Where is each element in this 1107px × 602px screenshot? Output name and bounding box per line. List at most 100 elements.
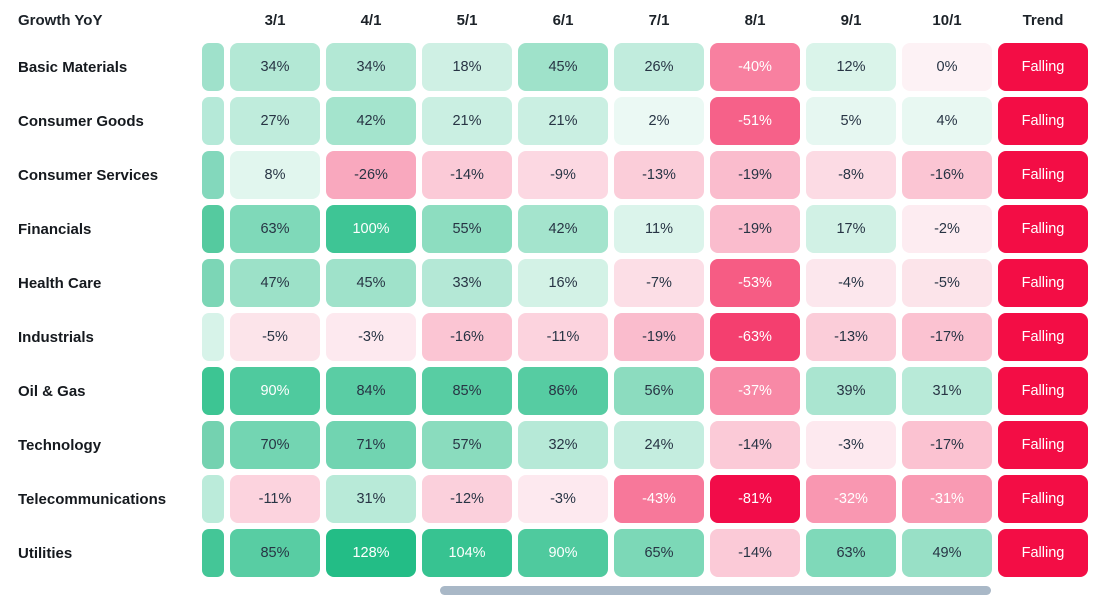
column-header: 4/1 [360,12,382,29]
heatmap-cell[interactable]: 90% [518,529,608,577]
column-header: 3/1 [264,12,286,29]
heatmap-cell[interactable]: 8% [230,151,320,199]
heatmap-cell[interactable]: 47% [230,259,320,307]
heatmap-cell[interactable]: -19% [614,313,704,361]
heatmap-cell[interactable]: 86% [518,367,608,415]
edge-cell[interactable] [202,259,224,307]
heatmap-cell[interactable]: -17% [902,421,992,469]
heatmap-cell[interactable]: 5% [806,97,896,145]
heatmap-cell[interactable]: 27% [230,97,320,145]
trend-badge: Falling [998,475,1088,523]
heatmap-cell[interactable]: -32% [806,475,896,523]
heatmap-cell[interactable]: 34% [326,43,416,91]
row-label: Technology [18,436,102,454]
heatmap-cell[interactable]: -3% [518,475,608,523]
heatmap-cell[interactable]: 56% [614,367,704,415]
heatmap-cell[interactable]: -13% [806,313,896,361]
heatmap-cell[interactable]: -63% [710,313,800,361]
heatmap-cell[interactable]: -81% [710,475,800,523]
heatmap-cell[interactable]: 42% [518,205,608,253]
heatmap-cell[interactable]: 39% [806,367,896,415]
heatmap-cell[interactable]: -3% [806,421,896,469]
trend-badge: Falling [998,421,1088,469]
heatmap-cell[interactable]: 17% [806,205,896,253]
heatmap-cell[interactable]: 34% [230,43,320,91]
heatmap-cell[interactable]: 85% [230,529,320,577]
heatmap-cell[interactable]: 42% [326,97,416,145]
heatmap-cell[interactable]: -3% [326,313,416,361]
heatmap-cell[interactable]: -11% [230,475,320,523]
heatmap-cell[interactable]: 100% [326,205,416,253]
heatmap-cell[interactable]: 49% [902,529,992,577]
edge-cell[interactable] [202,205,224,253]
horizontal-scrollbar[interactable] [440,586,991,595]
heatmap-widget: Growth YoY 3/1 4/1 5/1 6/1 7/1 8/1 9/1 10/1 Tren… [18,12,1088,577]
heatmap-cell[interactable]: 24% [614,421,704,469]
heatmap-cell[interactable]: -2% [902,205,992,253]
heatmap-cell[interactable]: -53% [710,259,800,307]
heatmap-cell[interactable]: -5% [230,313,320,361]
heatmap-cell[interactable]: 55% [422,205,512,253]
heatmap-cell[interactable]: -12% [422,475,512,523]
heatmap-cell[interactable]: -19% [710,205,800,253]
heatmap-cell[interactable]: -37% [710,367,800,415]
heatmap-cell[interactable]: 63% [230,205,320,253]
heatmap-cell[interactable]: 57% [422,421,512,469]
edge-cell[interactable] [202,151,224,199]
heatmap-cell[interactable]: -51% [710,97,800,145]
edge-cell[interactable] [202,367,224,415]
heatmap-cell[interactable]: -9% [518,151,608,199]
heatmap-cell[interactable]: 70% [230,421,320,469]
heatmap-cell[interactable]: -7% [614,259,704,307]
heatmap-cell[interactable]: 21% [422,97,512,145]
heatmap-cell[interactable]: 85% [422,367,512,415]
heatmap-cell[interactable]: -5% [902,259,992,307]
edge-cell[interactable] [202,421,224,469]
heatmap-cell[interactable]: -16% [902,151,992,199]
heatmap-cell[interactable]: -11% [518,313,608,361]
heatmap-cell[interactable]: 12% [806,43,896,91]
heatmap-cell[interactable]: 104% [422,529,512,577]
heatmap-cell[interactable]: 31% [326,475,416,523]
heatmap-cell[interactable]: 2% [614,97,704,145]
heatmap-cell[interactable]: -26% [326,151,416,199]
heatmap-cell[interactable]: 90% [230,367,320,415]
heatmap-cell[interactable]: -17% [902,313,992,361]
edge-cell[interactable] [202,475,224,523]
heatmap-cell[interactable]: 63% [806,529,896,577]
heatmap-cell[interactable]: -16% [422,313,512,361]
heatmap-cell[interactable]: 0% [902,43,992,91]
heatmap-cell[interactable]: 11% [614,205,704,253]
trend-badge: Falling [998,367,1088,415]
heatmap-cell[interactable]: 45% [326,259,416,307]
heatmap-cell[interactable]: 33% [422,259,512,307]
heatmap-cell[interactable]: -14% [710,421,800,469]
heatmap-cell[interactable]: 21% [518,97,608,145]
heatmap-cell[interactable]: 128% [326,529,416,577]
trend-column-header: Trend [1022,12,1064,29]
heatmap-cell[interactable]: -31% [902,475,992,523]
heatmap-cell[interactable]: 31% [902,367,992,415]
heatmap-cell[interactable]: 18% [422,43,512,91]
edge-cell[interactable] [202,313,224,361]
row-label: Consumer Services [18,166,159,184]
edge-cell[interactable] [202,43,224,91]
heatmap-cell[interactable]: -40% [710,43,800,91]
heatmap-cell[interactable]: -43% [614,475,704,523]
heatmap-cell[interactable]: -19% [710,151,800,199]
heatmap-cell[interactable]: -14% [422,151,512,199]
heatmap-cell[interactable]: -4% [806,259,896,307]
heatmap-cell[interactable]: -14% [710,529,800,577]
heatmap-cell[interactable]: -13% [614,151,704,199]
heatmap-cell[interactable]: 45% [518,43,608,91]
heatmap-cell[interactable]: 16% [518,259,608,307]
heatmap-cell[interactable]: -8% [806,151,896,199]
heatmap-cell[interactable]: 65% [614,529,704,577]
edge-cell[interactable] [202,529,224,577]
heatmap-cell[interactable]: 32% [518,421,608,469]
heatmap-cell[interactable]: 71% [326,421,416,469]
heatmap-cell[interactable]: 4% [902,97,992,145]
heatmap-cell[interactable]: 84% [326,367,416,415]
heatmap-cell[interactable]: 26% [614,43,704,91]
edge-cell[interactable] [202,97,224,145]
